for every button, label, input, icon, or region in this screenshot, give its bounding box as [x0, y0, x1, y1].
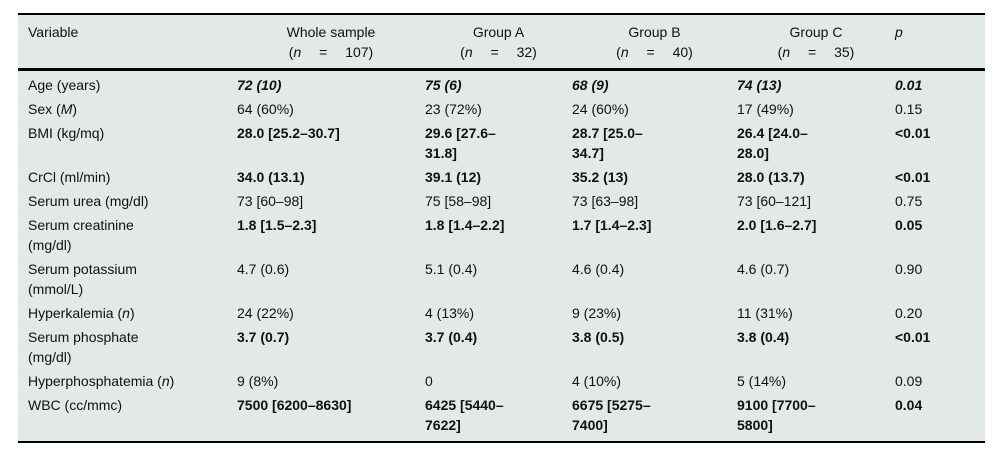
- cell-group-b: 6675 [5275– 7400]: [572, 397, 651, 433]
- cell-group-b: 73 [63–98]: [572, 193, 639, 209]
- cell-group-c: 28.0 (13.7): [737, 169, 805, 185]
- table-row-crcl: CrCl (ml/min) 34.0 (13.1) 39.1 (12) 35.2…: [18, 165, 985, 189]
- cell-group-b: 4.6 (0.4): [572, 261, 625, 277]
- cell-group-a: 75 [58–98]: [425, 193, 492, 209]
- cell-group-c: 11 (31%): [737, 305, 793, 321]
- group-n: (n = 107): [288, 44, 374, 60]
- cell-group-b: 1.7 [1.4–2.3]: [572, 217, 652, 233]
- cell-group-a: 0: [425, 373, 433, 389]
- cell-group-a: 23 (72%): [425, 101, 482, 117]
- cell-group-a: 4 (13%): [425, 305, 475, 321]
- cell-p-value: <0.01: [895, 125, 931, 141]
- cell-whole-sample: 73 [60–98]: [237, 193, 304, 209]
- group-name: Group A: [472, 24, 525, 40]
- cell-group-a: 1.8 [1.4–2.2]: [425, 217, 505, 233]
- table-row-sex: Sex (M) 64 (60%) 23 (72%) 24 (60%) 17 (4…: [18, 97, 985, 121]
- cell-whole-sample: 72 (10): [237, 77, 282, 93]
- cell-variable: Serum potassium (mmol/L): [28, 261, 137, 297]
- table-row-hyperkalemia: Hyperkalemia (n) 24 (22%) 4 (13%) 9 (23%…: [18, 301, 985, 325]
- cell-variable: WBC (cc/mmc): [28, 397, 123, 413]
- cell-p-value: 0.15: [895, 101, 923, 117]
- cell-group-a: 39.1 (12): [425, 169, 482, 185]
- cell-group-c: 74 (13): [737, 77, 782, 93]
- cell-group-c: 3.8 (0.4): [737, 329, 790, 345]
- column-header-variable: Variable: [18, 14, 237, 71]
- cell-variable: Sex (M): [28, 101, 78, 117]
- cell-variable: Hyperkalemia (n): [28, 305, 135, 321]
- cell-variable: Serum urea (mg/dl): [28, 193, 149, 209]
- cell-group-b: 3.8 (0.5): [572, 329, 625, 345]
- table-row-serum-creatinine: Serum creatinine (mg/dl) 1.8 [1.5–2.3] 1…: [18, 213, 985, 257]
- table-row-wbc: WBC (cc/mmc) 7500 [6200–8630] 6425 [5440…: [18, 393, 985, 442]
- table-row-bmi: BMI (kg/mq) 28.0 [25.2–30.7] 29.6 [27.6–…: [18, 121, 985, 165]
- patient-characteristics-table: Variable Whole sample (n = 107) Group A …: [18, 13, 985, 443]
- cell-p-value: 0.20: [895, 305, 923, 321]
- cell-whole-sample: 7500 [6200–8630]: [237, 397, 352, 413]
- cell-whole-sample: 28.0 [25.2–30.7]: [237, 125, 340, 141]
- cell-whole-sample: 3.7 (0.7): [237, 329, 290, 345]
- cell-variable: CrCl (ml/min): [28, 169, 111, 185]
- cell-group-c: 26.4 [24.0– 28.0]: [737, 125, 808, 161]
- cell-group-b: 68 (9): [572, 77, 609, 93]
- cell-p-value: 0.01: [895, 77, 923, 93]
- cell-p-value: <0.01: [895, 169, 931, 185]
- cell-group-b: 9 (23%): [572, 305, 622, 321]
- column-header-group-a: Group A (n = 32): [425, 14, 572, 71]
- group-name: Group B: [628, 24, 681, 40]
- group-name: Whole sample: [286, 24, 376, 40]
- cell-group-c: 73 [60–121]: [737, 193, 811, 209]
- cell-group-c: 4.6 (0.7): [737, 261, 790, 277]
- cell-p-value: 0.75: [895, 193, 923, 209]
- cell-group-c: 2.0 [1.6–2.7]: [737, 217, 817, 233]
- cell-whole-sample: 24 (22%): [237, 305, 294, 321]
- cell-p-value: <0.01: [895, 329, 931, 345]
- column-header-p-value: p: [895, 14, 985, 71]
- column-header-group-c: Group C (n = 35): [737, 14, 895, 71]
- cell-whole-sample: 64 (60%): [237, 101, 294, 117]
- table-body: Age (years) 72 (10) 75 (6) 68 (9) 74 (13…: [18, 70, 985, 443]
- cell-variable: Age (years): [28, 77, 101, 93]
- column-header-whole-sample: Whole sample (n = 107): [237, 14, 425, 71]
- cell-group-b: 24 (60%): [572, 101, 629, 117]
- cell-whole-sample: 9 (8%): [237, 373, 279, 389]
- cell-variable: BMI (kg/mq): [28, 125, 105, 141]
- table-row-serum-potassium: Serum potassium (mmol/L) 4.7 (0.6) 5.1 (…: [18, 257, 985, 301]
- cell-group-b: 35.2 (13): [572, 169, 629, 185]
- cell-variable: Serum creatinine (mg/dl): [28, 217, 134, 253]
- cell-variable: Hyperphosphatemia (n): [28, 373, 175, 389]
- table-row-serum-phosphate: Serum phosphate (mg/dl) 3.7 (0.7) 3.7 (0…: [18, 325, 985, 369]
- cell-group-b: 4 (10%): [572, 373, 622, 389]
- cell-group-b: 28.7 [25.0– 34.7]: [572, 125, 643, 161]
- cell-group-a: 6425 [5440– 7622]: [425, 397, 504, 433]
- cell-group-c: 17 (49%): [737, 101, 794, 117]
- cell-group-c: 9100 [7700– 5800]: [737, 397, 816, 433]
- group-n: (n = 35): [777, 44, 855, 60]
- cell-group-c: 5 (14%): [737, 373, 787, 389]
- group-n: (n = 32): [460, 44, 537, 60]
- header-row: Variable Whole sample (n = 107) Group A …: [18, 14, 985, 71]
- table-row-age: Age (years) 72 (10) 75 (6) 68 (9) 74 (13…: [18, 70, 985, 98]
- cell-whole-sample: 1.8 [1.5–2.3]: [237, 217, 317, 233]
- cell-variable: Serum phosphate (mg/dl): [28, 329, 139, 365]
- cell-group-a: 29.6 [27.6– 31.8]: [425, 125, 496, 161]
- cell-p-value: 0.09: [895, 373, 923, 389]
- cell-group-a: 75 (6): [425, 77, 462, 93]
- table-row-serum-urea: Serum urea (mg/dl) 73 [60–98] 75 [58–98]…: [18, 189, 985, 213]
- cell-whole-sample: 4.7 (0.6): [237, 261, 290, 277]
- group-name: Group C: [789, 24, 843, 40]
- cell-p-value: 0.90: [895, 261, 923, 277]
- cell-p-value: 0.04: [895, 397, 923, 413]
- column-header-group-b: Group B (n = 40): [572, 14, 737, 71]
- cell-whole-sample: 34.0 (13.1): [237, 169, 305, 185]
- cell-group-a: 5.1 (0.4): [425, 261, 478, 277]
- table-row-hyperphosphatemia: Hyperphosphatemia (n) 9 (8%) 0 4 (10%) 5…: [18, 369, 985, 393]
- group-n: (n = 40): [616, 44, 693, 60]
- cell-p-value: 0.05: [895, 217, 923, 233]
- table-header: Variable Whole sample (n = 107) Group A …: [18, 14, 985, 71]
- cell-group-a: 3.7 (0.4): [425, 329, 478, 345]
